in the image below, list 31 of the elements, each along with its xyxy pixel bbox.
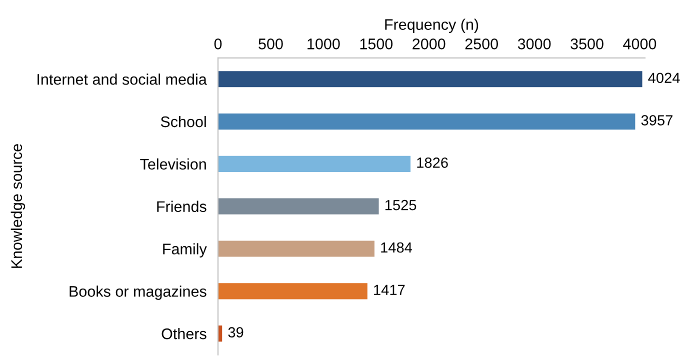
bar	[218, 283, 368, 300]
y-axis-title: Knowledge source	[10, 144, 26, 268]
bar	[218, 71, 642, 88]
data-label: 1484	[381, 242, 412, 253]
y-tick-label: Family	[163, 243, 207, 258]
data-label: 1826	[417, 158, 448, 168]
x-tick-label: 4000	[623, 38, 656, 50]
y-tick-label: Books or magazines	[70, 286, 206, 300]
x-tick-label: 500	[258, 38, 283, 50]
x-tick-label: 3000	[518, 38, 551, 50]
y-tick-label: Friends	[157, 200, 206, 212]
bar	[218, 240, 374, 257]
x-tick-label: 3500	[570, 38, 604, 50]
x-tick-label: 2500	[465, 38, 498, 50]
y-tick-label: Internet and social media	[38, 74, 207, 85]
y-tick-label: Others	[162, 328, 206, 340]
x-tick-label: 1500	[360, 38, 393, 50]
x-axis-title: Frequency (n)	[385, 18, 478, 33]
data-label: 39	[228, 327, 244, 338]
y-tick-label: School	[160, 116, 206, 128]
x-tick-label: 0	[214, 38, 222, 50]
y-tick-label: Television	[140, 158, 206, 170]
x-tick-label: 2000	[412, 38, 446, 50]
x-tick-label: 1000	[308, 38, 340, 50]
data-label: 1417	[374, 284, 405, 295]
data-label: 1525	[385, 200, 416, 210]
bar	[218, 198, 379, 214]
data-label: 3957	[641, 115, 672, 126]
bar	[218, 113, 636, 130]
data-label: 4024	[648, 72, 680, 84]
bar	[218, 156, 411, 172]
